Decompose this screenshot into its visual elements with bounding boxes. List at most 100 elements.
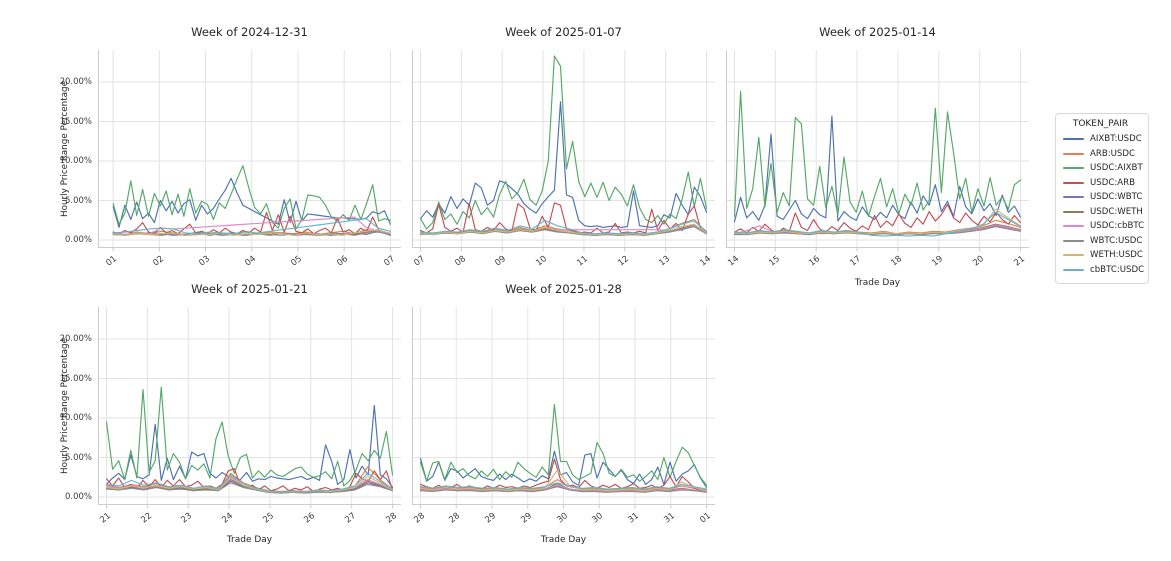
legend-label: USDC:WETH [1090, 206, 1143, 217]
x-tick-label: 27 [343, 511, 358, 526]
legend-item: USDC:WBTC [1063, 190, 1144, 205]
x-tick-label: 22 [138, 511, 154, 526]
facet-plot [98, 307, 401, 509]
legend-swatch-WETH-USDC [1063, 254, 1084, 257]
series-line-USDC-WETH [419, 483, 708, 492]
facet-5: Week of 2025-01-28 28 28 29 29 30 30 31 31 01 Trad… [412, 282, 715, 545]
facet-plot [412, 50, 715, 252]
x-tick-label: 15 [766, 254, 782, 269]
legend-item: WBTC:USDC [1063, 234, 1144, 249]
series-line-USDC-AIXBT [733, 90, 1022, 217]
legend-label: USDC:ARB [1090, 177, 1136, 188]
x-tick-label: 09 [493, 254, 509, 269]
x-tick-label: 25 [261, 511, 277, 526]
x-tick-label: 19 [930, 254, 945, 269]
legend-label: USDC:cbBTC [1090, 221, 1145, 232]
legend-swatch-cbBTC-USDC [1063, 268, 1084, 271]
legend-label: USDC:WBTC [1090, 192, 1143, 203]
legend-item: USDC:AIXBT [1063, 161, 1144, 176]
y-tick-label: 0.00% [64, 235, 92, 245]
x-tick-label: 31 [662, 511, 677, 526]
series-line-cbBTC-USDC [419, 219, 708, 235]
x-tick-label: 06 [335, 254, 351, 269]
x-tick-label: 10 [534, 254, 550, 269]
y-tick-label: 5.00% [64, 452, 92, 463]
x-tick-label: 30 [554, 511, 570, 526]
x-tick-label: 01 [697, 511, 713, 526]
x-tick-label: 12 [616, 254, 631, 269]
legend-item: USDC:cbBTC [1063, 219, 1144, 234]
legend-swatch-ARB-USDC [1063, 152, 1084, 155]
legend-label: USDC:AIXBT [1090, 163, 1143, 174]
legend-swatch-USDC-cbBTC [1063, 225, 1084, 228]
x-tick-label: 11 [575, 254, 591, 269]
x-tick-label: 23 [179, 511, 195, 526]
legend-swatch-AIXBT-USDC [1063, 138, 1084, 141]
y-axis-label: Hourly Price Range Percentage [60, 80, 70, 218]
x-tick-label: 05 [289, 254, 305, 269]
series-line-cbBTC-USDC [105, 472, 394, 493]
series-line-WETH-USDC [112, 229, 391, 236]
facet-plot [412, 307, 715, 509]
y-tick-label: 20.00% [59, 77, 92, 87]
facet-title: Week of 2025-01-07 [505, 25, 622, 39]
facet-title: Week of 2025-01-14 [819, 25, 936, 39]
x-tick-label: 01 [104, 254, 120, 269]
legend-label: ARB:USDC [1090, 148, 1136, 159]
x-axis-label: Trade Day [226, 535, 273, 545]
legend-item: ARB:USDC [1063, 147, 1144, 162]
legend-swatch-WBTC-USDC [1063, 239, 1084, 242]
legend-label: WBTC:USDC [1090, 235, 1143, 246]
y-tick-label: 0.00% [64, 492, 92, 502]
x-axis-label: Trade Day [854, 278, 901, 288]
x-tick-label: 02 [150, 254, 166, 269]
x-tick-label: 21 [1011, 254, 1027, 269]
legend-item: cbBTC:USDC [1063, 263, 1144, 278]
x-tick-label: 30 [590, 511, 606, 526]
legend-swatch-USDC-WBTC [1063, 196, 1084, 199]
y-axis-label: Hourly Price Range Percentage [60, 337, 70, 475]
series-line-USDC-cbBTC [419, 484, 708, 493]
series-line-WBTC-USDC [733, 226, 1022, 236]
x-tick-label: 03 [197, 254, 212, 269]
legend-label: cbBTC:USDC [1090, 264, 1145, 275]
legend-title: TOKEN_PAIR [1072, 119, 1129, 129]
facet-3: Week of 2025-01-14 14 15 16 17 18 19 20 21 Trade … [726, 25, 1029, 288]
y-tick-label: 10.00% [59, 156, 92, 166]
x-tick-label: 18 [889, 254, 905, 269]
series-line-cbBTC-USDC [733, 211, 1022, 237]
series-line-AIXBT-USDC [105, 404, 394, 489]
facet-title: Week of 2025-01-28 [505, 282, 622, 296]
x-tick-label: 13 [657, 254, 672, 269]
x-tick-label: 21 [97, 511, 113, 526]
series-line-USDC-AIXBT [419, 55, 708, 230]
series-line-WETH-USDC [419, 469, 708, 492]
x-tick-label: 07 [381, 254, 397, 269]
legend-label: AIXBT:USDC [1090, 134, 1142, 145]
x-tick-label: 08 [452, 254, 468, 269]
facet-2: Week of 2025-01-07 07 08 09 10 11 12 13 14 [412, 25, 715, 269]
x-tick-label: 31 [626, 511, 642, 526]
series-line-cbBTC-USDC [419, 482, 708, 490]
legend-swatch-USDC-AIXBT [1063, 167, 1084, 170]
series-line-USDC-AIXBT [112, 165, 391, 230]
facet-4: Week of 2025-01-21 21 22 23 24 25 26 27 28 0.00% 5… [60, 282, 401, 545]
x-tick-label: 29 [519, 511, 534, 526]
series-line-USDC-ARB [733, 203, 1022, 234]
y-tick-label: 15.00% [59, 373, 92, 384]
series-line-AIXBT-USDC [419, 101, 708, 228]
x-tick-label: 28 [383, 511, 399, 526]
legend-swatch-USDC-ARB [1063, 181, 1084, 184]
series-line-USDC-ARB [419, 202, 708, 234]
series-line-cbBTC-USDC [112, 218, 391, 235]
series-line-USDC-AIXBT [419, 404, 708, 486]
x-tick-label: 16 [807, 254, 823, 269]
series-line-USDC-cbBTC [112, 216, 391, 236]
y-tick-label: 5.00% [64, 195, 92, 206]
x-axis-label: Trade Day [540, 535, 587, 545]
facet-1: Week of 2024-12-31 01 02 03 04 05 06 07 0.00% 5.0… [60, 25, 401, 269]
facet-title: Week of 2024-12-31 [191, 25, 308, 39]
y-tick-label: 20.00% [59, 334, 92, 344]
series-line-USDC-AIXBT [105, 386, 394, 487]
